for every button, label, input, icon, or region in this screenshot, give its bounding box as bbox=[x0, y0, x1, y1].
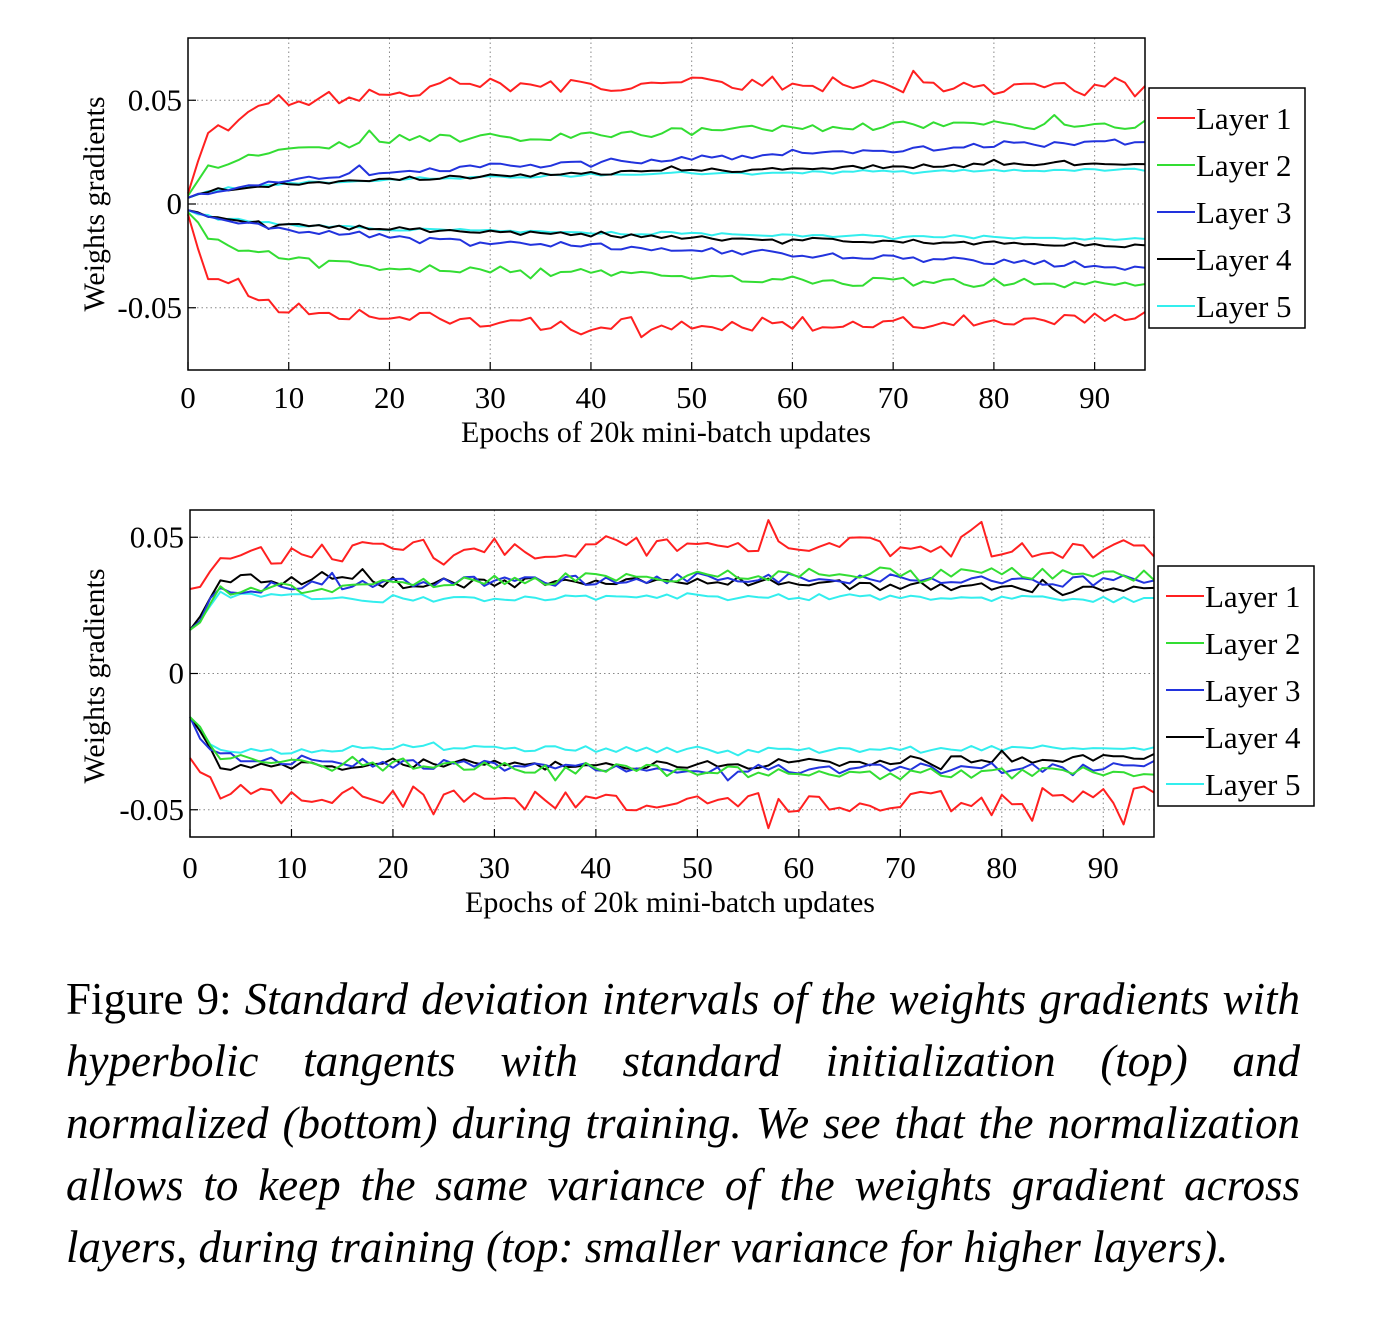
series-line-layer-1-lower bbox=[187, 214, 1146, 339]
bottom-legend: Layer 1 Layer 2 Layer 3 Layer 4 Layer 5 bbox=[1157, 565, 1315, 807]
series-line-layer-3-lower bbox=[187, 209, 1146, 271]
x-tick-label: 10 bbox=[276, 850, 307, 885]
x-tick-label: 10 bbox=[273, 380, 304, 415]
legend-label-layer-2: Layer 2 bbox=[1196, 148, 1292, 183]
x-tick-label: 40 bbox=[580, 850, 611, 885]
series-line-layer-5-upper bbox=[189, 590, 1154, 631]
top-y-ticks: -0.05 0 0.05 bbox=[117, 82, 196, 325]
bottom-legend-box bbox=[1157, 565, 1315, 807]
x-tick-label: 80 bbox=[986, 850, 1017, 885]
y-tick-label: 0 bbox=[169, 656, 185, 691]
x-tick-label: 70 bbox=[878, 380, 909, 415]
series-line-layer-1-lower bbox=[189, 757, 1155, 830]
caption-text: Standard deviation intervals of the weig… bbox=[66, 974, 1301, 1272]
x-tick-label: 30 bbox=[479, 850, 510, 885]
top-x-ticks: 0 10 20 30 40 50 60 70 80 90 bbox=[180, 362, 1110, 415]
top-chart: 0 10 20 30 40 50 60 70 80 90 -0.05 0 0.05 Epochs of… bbox=[78, 37, 1306, 449]
y-tick-label: 0.05 bbox=[130, 519, 184, 554]
series-line-layer-4-lower bbox=[187, 209, 1146, 249]
series-line-layer-5-lower bbox=[187, 209, 1146, 241]
figure: 0 10 20 30 40 50 60 70 80 90 -0.05 0 0.05 Epochs of… bbox=[78, 37, 1315, 919]
bottom-grid bbox=[190, 510, 1154, 837]
x-tick-label: 60 bbox=[783, 850, 814, 885]
top-y-axis-label: Weights gradients bbox=[78, 96, 111, 311]
x-tick-label: 0 bbox=[182, 850, 198, 885]
bottom-x-axis-label: Epochs of 20k mini-batch updates bbox=[465, 886, 875, 919]
x-tick-label: 50 bbox=[676, 380, 707, 415]
top-legend-box bbox=[1148, 87, 1306, 329]
x-tick-label: 40 bbox=[575, 380, 606, 415]
caption-label: Figure 9: bbox=[66, 974, 232, 1024]
y-tick-label: -0.05 bbox=[117, 290, 182, 325]
legend-label-layer-4: Layer 4 bbox=[1205, 720, 1301, 755]
series-line-layer-4-upper bbox=[187, 158, 1146, 199]
legend-label-layer-3: Layer 3 bbox=[1205, 673, 1301, 708]
top-x-axis-label: Epochs of 20k mini-batch updates bbox=[461, 416, 871, 449]
series-line-layer-2-lower bbox=[187, 211, 1146, 289]
bottom-x-ticks: 0 10 20 30 40 50 60 70 80 90 bbox=[182, 829, 1119, 885]
series-line-layer-2-upper bbox=[187, 114, 1146, 197]
x-tick-label: 50 bbox=[682, 850, 713, 885]
x-tick-label: 60 bbox=[777, 380, 808, 415]
bottom-chart: 0 10 20 30 40 50 60 70 80 90 -0.05 0 0.05 Epochs of… bbox=[78, 509, 1315, 919]
legend-label-layer-4: Layer 4 bbox=[1196, 242, 1292, 277]
legend-label-layer-5: Layer 5 bbox=[1205, 767, 1301, 802]
series-line-layer-1-upper bbox=[189, 519, 1155, 590]
series-line-layer-3-lower bbox=[189, 716, 1155, 782]
top-series-lines bbox=[187, 69, 1146, 339]
x-tick-label: 70 bbox=[885, 850, 916, 885]
x-tick-label: 90 bbox=[1088, 850, 1119, 885]
bottom-series-lines bbox=[189, 519, 1155, 830]
y-tick-label: 0.05 bbox=[128, 82, 182, 117]
y-tick-label: 0 bbox=[167, 186, 183, 221]
series-line-layer-5-lower bbox=[189, 716, 1155, 757]
figure-caption: Figure 9: Standard deviation intervals o… bbox=[66, 968, 1300, 1278]
series-line-layer-3-upper bbox=[189, 571, 1155, 631]
x-tick-label: 0 bbox=[180, 380, 196, 415]
legend-label-layer-1: Layer 1 bbox=[1196, 101, 1292, 136]
series-line-layer-2-upper bbox=[189, 566, 1155, 631]
bottom-y-ticks: -0.05 0 0.05 bbox=[119, 519, 198, 827]
series-line-layer-1-upper bbox=[187, 69, 1146, 194]
bottom-y-axis-label: Weights gradients bbox=[78, 568, 111, 783]
x-tick-label: 30 bbox=[475, 380, 506, 415]
x-tick-label: 20 bbox=[374, 380, 405, 415]
legend-label-layer-5: Layer 5 bbox=[1196, 289, 1292, 324]
legend-label-layer-1: Layer 1 bbox=[1205, 579, 1301, 614]
x-tick-label: 20 bbox=[377, 850, 408, 885]
series-line-layer-2-lower bbox=[189, 716, 1155, 782]
series-line-layer-5-upper bbox=[187, 167, 1146, 199]
legend-label-layer-2: Layer 2 bbox=[1205, 626, 1301, 661]
top-legend: Layer 1 Layer 2 Layer 3 Layer 4 Layer 5 bbox=[1148, 87, 1306, 329]
legend-label-layer-3: Layer 3 bbox=[1196, 195, 1292, 230]
y-tick-label: -0.05 bbox=[119, 792, 184, 827]
x-tick-label: 80 bbox=[978, 380, 1009, 415]
series-line-layer-4-lower bbox=[189, 716, 1155, 771]
x-tick-label: 90 bbox=[1079, 380, 1110, 415]
series-line-layer-3-upper bbox=[187, 138, 1146, 199]
